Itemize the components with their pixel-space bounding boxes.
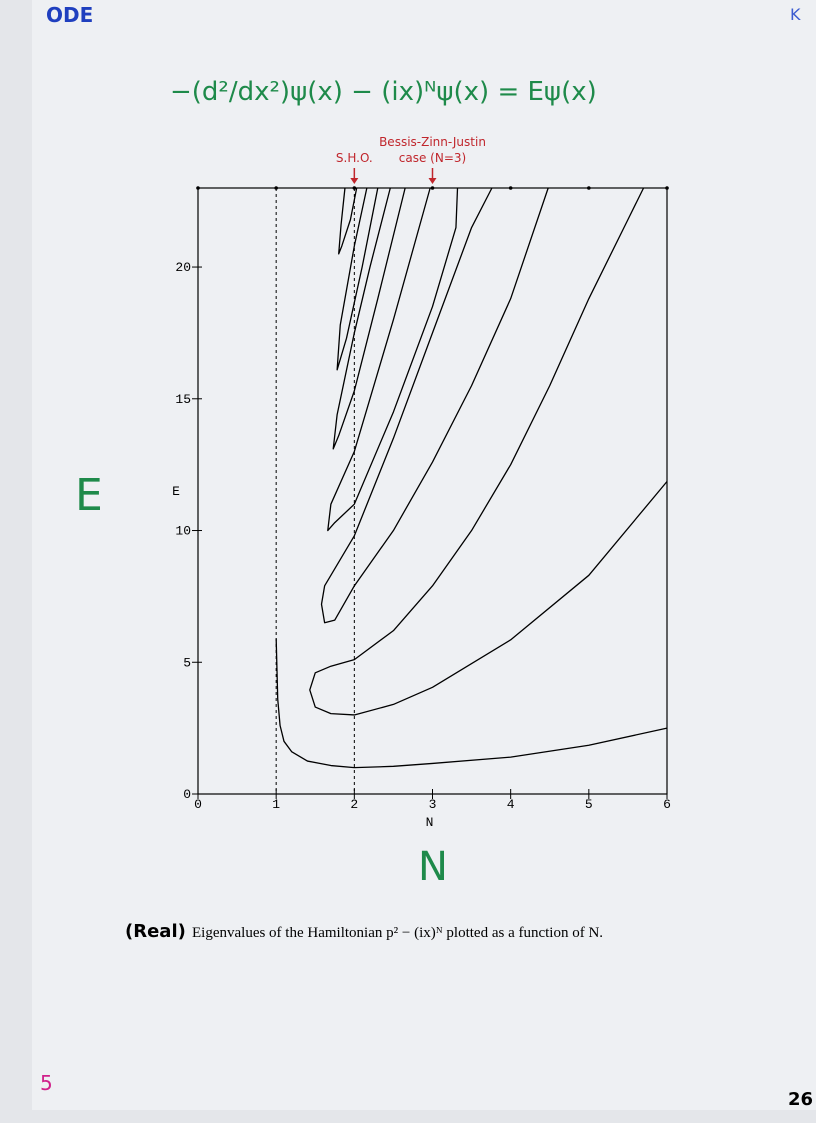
- top-tick: [196, 186, 200, 190]
- hand-x-label: N: [418, 844, 448, 890]
- annotation: Bessis-Zinn-Justin: [379, 135, 486, 149]
- annotation-arrowhead: [428, 178, 437, 184]
- x-tick-label: 4: [507, 797, 515, 812]
- y-tick-label: 10: [175, 524, 191, 539]
- x-tick-label: 1: [272, 797, 280, 812]
- top-tick: [665, 186, 669, 190]
- plot: 0 5 10 15 20 0 1 2 3 4 5 6 N E S.H.O. Bessis-Zinn-Justi…: [172, 135, 671, 830]
- caption: Eigenvalues of the Hamiltonian p² − (ix)…: [192, 925, 603, 941]
- y-tick-label: 20: [175, 260, 191, 275]
- x-tick-label: 5: [585, 797, 593, 812]
- x-tick-label: 6: [663, 797, 671, 812]
- eigenvalue-curve: [327, 187, 459, 532]
- eigenvalue-curve: [320, 187, 549, 624]
- top-tick: [508, 186, 513, 190]
- x-tick-label: 2: [350, 797, 358, 812]
- page-number-left: 5: [40, 1071, 53, 1095]
- caption-tag: (Real): [125, 921, 186, 942]
- annotation: S.H.O.: [336, 151, 373, 165]
- eigenvalue-curve: [338, 187, 358, 255]
- eigenvalue-curve: [309, 187, 668, 716]
- hand-y-label: E: [75, 470, 103, 521]
- annotation: case (N=3): [399, 151, 466, 165]
- page-number-right: 26: [788, 1089, 813, 1110]
- header-corner: K: [790, 5, 801, 24]
- paper: [32, 0, 816, 1110]
- eigenvalue-curve: [336, 187, 379, 371]
- x-axis-label: N: [426, 815, 434, 830]
- eigenvalue-curve: [332, 187, 406, 450]
- y-tick-label: 5: [183, 655, 191, 670]
- x-tick-label: 0: [194, 797, 202, 812]
- eigenvalue-curve: [275, 638, 668, 769]
- equation: −(d²/dx²)ψ(x) − (ix)ᴺψ(x) = Eψ(x): [170, 77, 597, 107]
- annotation-arrowhead: [350, 178, 359, 184]
- header-label: ODE: [46, 3, 93, 27]
- y-tick-label: 0: [183, 787, 191, 802]
- top-tick: [430, 186, 435, 190]
- x-tick-label: 3: [429, 797, 437, 812]
- y-tick-label: 15: [175, 392, 191, 407]
- top-tick: [587, 186, 591, 190]
- y-axis-label: E: [172, 484, 180, 499]
